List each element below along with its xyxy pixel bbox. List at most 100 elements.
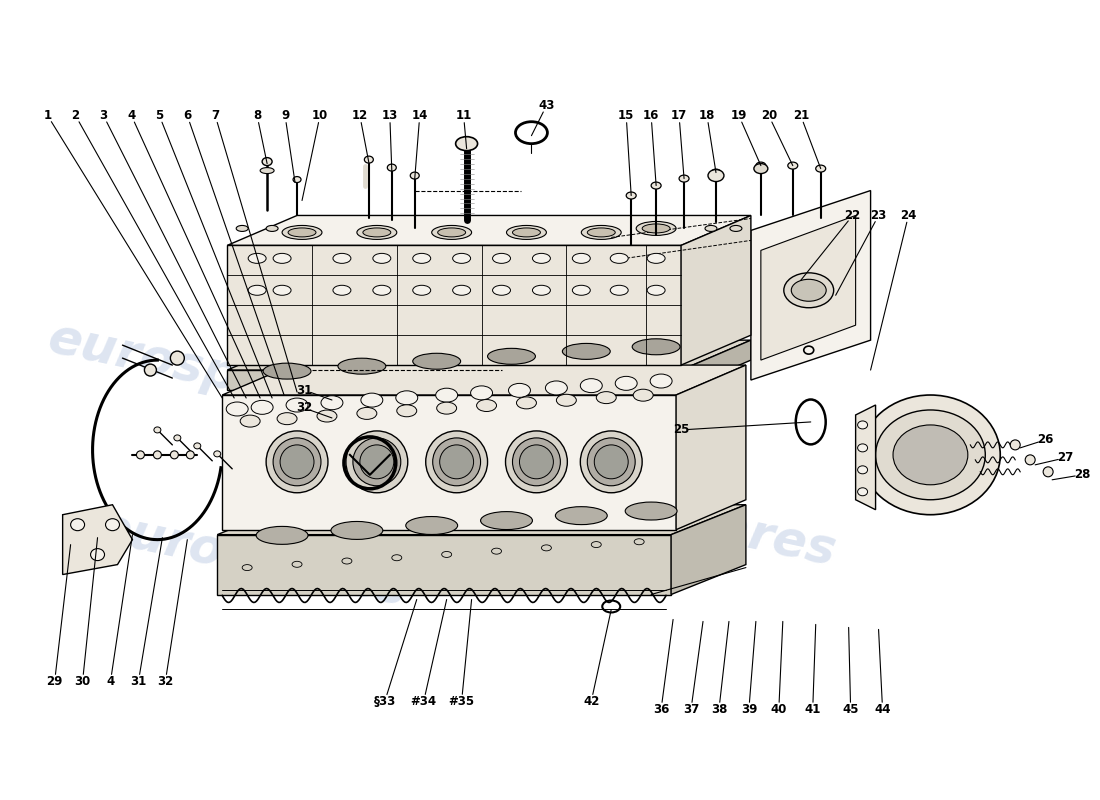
Polygon shape bbox=[681, 340, 751, 390]
Ellipse shape bbox=[426, 431, 487, 493]
Ellipse shape bbox=[321, 396, 343, 410]
Text: 40: 40 bbox=[771, 702, 786, 716]
Ellipse shape bbox=[363, 228, 390, 237]
Polygon shape bbox=[217, 505, 746, 534]
Ellipse shape bbox=[356, 226, 397, 239]
Text: 11: 11 bbox=[455, 110, 472, 122]
Ellipse shape bbox=[412, 354, 461, 370]
Polygon shape bbox=[751, 190, 870, 380]
Ellipse shape bbox=[487, 348, 536, 364]
Text: 3: 3 bbox=[99, 110, 108, 122]
Text: 16: 16 bbox=[644, 110, 659, 122]
Ellipse shape bbox=[508, 383, 530, 398]
Polygon shape bbox=[222, 365, 746, 395]
Ellipse shape bbox=[280, 445, 314, 478]
Text: 4: 4 bbox=[107, 674, 114, 688]
Polygon shape bbox=[671, 505, 746, 594]
Ellipse shape bbox=[481, 511, 532, 530]
Ellipse shape bbox=[532, 254, 550, 263]
Polygon shape bbox=[228, 246, 681, 365]
Ellipse shape bbox=[642, 224, 670, 233]
Ellipse shape bbox=[858, 444, 868, 452]
Ellipse shape bbox=[273, 254, 292, 263]
Text: 24: 24 bbox=[900, 209, 916, 222]
Ellipse shape bbox=[519, 445, 553, 478]
Ellipse shape bbox=[625, 502, 678, 520]
Ellipse shape bbox=[471, 386, 493, 400]
Ellipse shape bbox=[437, 402, 456, 414]
Text: 39: 39 bbox=[740, 702, 757, 716]
Ellipse shape bbox=[144, 364, 156, 376]
Text: 23: 23 bbox=[870, 209, 887, 222]
Text: eurospares: eurospares bbox=[43, 314, 362, 426]
Text: eurospares: eurospares bbox=[521, 463, 840, 576]
Ellipse shape bbox=[136, 451, 144, 459]
Ellipse shape bbox=[263, 363, 311, 379]
Ellipse shape bbox=[227, 402, 249, 416]
Ellipse shape bbox=[338, 358, 386, 374]
Text: 18: 18 bbox=[698, 110, 715, 122]
Ellipse shape bbox=[262, 158, 272, 166]
Ellipse shape bbox=[286, 398, 308, 412]
Ellipse shape bbox=[333, 254, 351, 263]
Ellipse shape bbox=[436, 388, 458, 402]
Text: 1: 1 bbox=[44, 110, 52, 122]
Ellipse shape bbox=[277, 413, 297, 425]
Ellipse shape bbox=[397, 405, 417, 417]
Ellipse shape bbox=[153, 451, 162, 459]
Ellipse shape bbox=[174, 435, 180, 441]
Ellipse shape bbox=[273, 286, 292, 295]
Polygon shape bbox=[676, 365, 746, 530]
Ellipse shape bbox=[647, 286, 666, 295]
Ellipse shape bbox=[587, 438, 635, 486]
Ellipse shape bbox=[784, 273, 834, 308]
Text: 43: 43 bbox=[538, 99, 554, 112]
Ellipse shape bbox=[90, 549, 104, 561]
Text: 41: 41 bbox=[804, 702, 821, 716]
Ellipse shape bbox=[154, 427, 161, 433]
Ellipse shape bbox=[452, 254, 471, 263]
Ellipse shape bbox=[392, 554, 402, 561]
Text: 27: 27 bbox=[1057, 451, 1074, 464]
Text: eurospares: eurospares bbox=[92, 503, 411, 616]
Ellipse shape bbox=[440, 445, 474, 478]
Ellipse shape bbox=[373, 254, 390, 263]
Ellipse shape bbox=[791, 279, 826, 302]
Ellipse shape bbox=[581, 378, 603, 393]
Text: 37: 37 bbox=[683, 702, 700, 716]
Ellipse shape bbox=[513, 438, 560, 486]
Ellipse shape bbox=[581, 226, 622, 239]
Text: 45: 45 bbox=[843, 702, 859, 716]
Text: 36: 36 bbox=[653, 702, 669, 716]
Ellipse shape bbox=[1025, 455, 1035, 465]
Ellipse shape bbox=[858, 488, 868, 496]
Ellipse shape bbox=[532, 286, 550, 295]
Ellipse shape bbox=[432, 438, 481, 486]
Text: 31: 31 bbox=[130, 674, 146, 688]
Text: #34: #34 bbox=[410, 694, 437, 708]
Ellipse shape bbox=[106, 518, 120, 530]
Ellipse shape bbox=[635, 538, 645, 545]
Ellipse shape bbox=[288, 228, 316, 237]
Ellipse shape bbox=[438, 228, 465, 237]
Text: 26: 26 bbox=[1037, 434, 1054, 446]
Text: #35: #35 bbox=[449, 694, 475, 708]
Text: 10: 10 bbox=[312, 110, 328, 122]
Ellipse shape bbox=[860, 395, 1000, 514]
Ellipse shape bbox=[353, 438, 400, 486]
Ellipse shape bbox=[364, 156, 373, 163]
Ellipse shape bbox=[632, 339, 680, 354]
Text: 9: 9 bbox=[280, 110, 289, 122]
Text: 29: 29 bbox=[46, 674, 63, 688]
Polygon shape bbox=[681, 215, 751, 365]
Text: 4: 4 bbox=[128, 110, 135, 122]
Ellipse shape bbox=[492, 548, 502, 554]
Ellipse shape bbox=[345, 431, 408, 493]
Polygon shape bbox=[228, 370, 681, 390]
Ellipse shape bbox=[493, 254, 510, 263]
Ellipse shape bbox=[266, 226, 278, 231]
Polygon shape bbox=[63, 505, 132, 574]
Text: 17: 17 bbox=[671, 110, 688, 122]
Text: 20: 20 bbox=[761, 110, 777, 122]
Text: 6: 6 bbox=[184, 110, 191, 122]
